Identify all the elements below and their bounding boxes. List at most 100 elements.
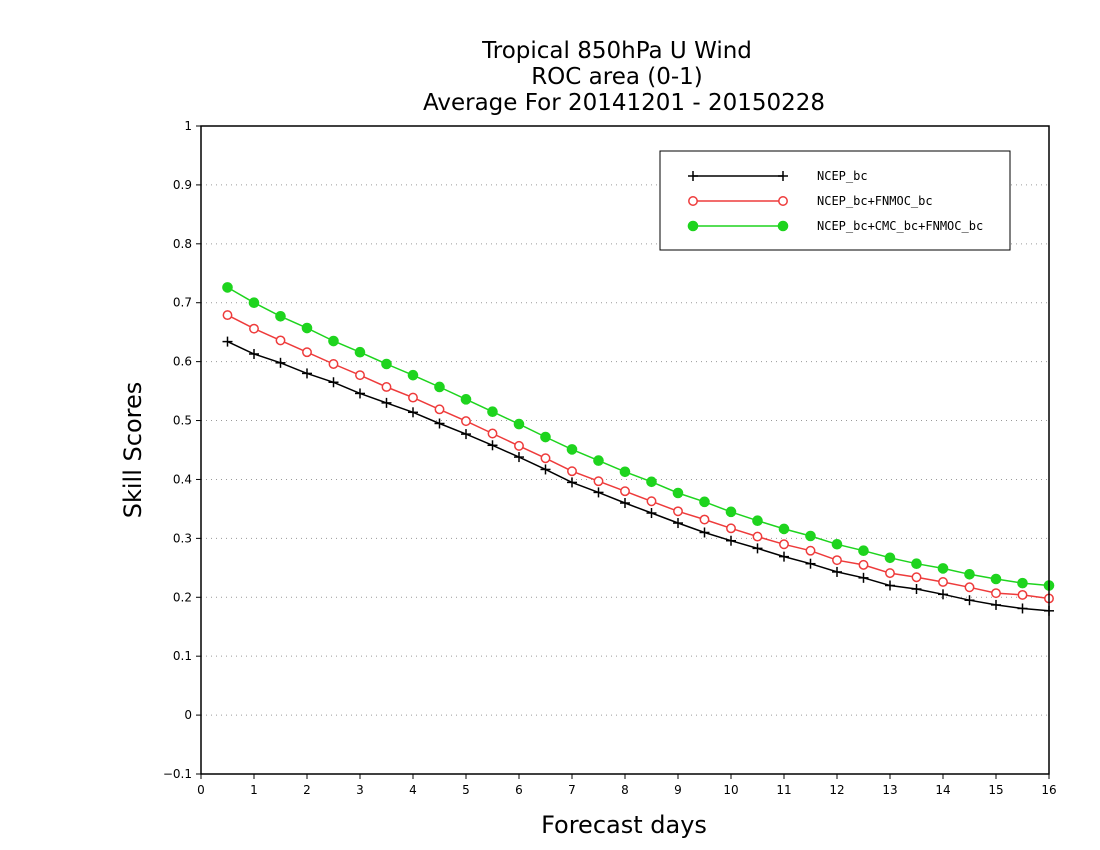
data-point [434, 404, 445, 415]
data-point [567, 477, 577, 488]
data-point [275, 310, 286, 322]
data-point [222, 310, 233, 321]
y-tick-label: 0 [184, 708, 192, 722]
legend-marker [688, 196, 698, 206]
data-point [991, 599, 1001, 610]
data-point [593, 487, 604, 498]
data-point [249, 323, 259, 334]
x-tick-label: 15 [988, 783, 1003, 797]
data-point [355, 388, 365, 399]
y-axis-label: Skill Scores [119, 382, 147, 519]
data-point [911, 584, 922, 595]
legend-label: NCEP_bc+CMC_bc+FNMOC_bc [817, 219, 983, 233]
legend-marker [778, 196, 788, 206]
x-tick-label: 5 [462, 783, 470, 797]
data-point [275, 357, 286, 368]
title-line-1: Tropical 850hPa U Wind [481, 38, 752, 64]
x-tick-label: 9 [674, 783, 682, 797]
data-point [328, 377, 339, 388]
title-line-3: Average For 20141201 - 20150228 [423, 90, 825, 116]
data-point [831, 538, 843, 550]
x-tick-label: 13 [882, 783, 897, 797]
y-tick-label: 1 [184, 119, 192, 133]
legend-label: NCEP_bc [817, 169, 868, 183]
data-point [699, 514, 710, 525]
x-tick-label: 8 [621, 783, 629, 797]
y-tick-label: 0.8 [173, 237, 192, 251]
legend-marker [778, 171, 788, 181]
title-line-2: ROC area (0-1) [531, 64, 703, 90]
data-point [699, 496, 710, 508]
series-3 [222, 282, 1055, 591]
data-point [779, 551, 789, 562]
data-point [752, 543, 763, 554]
series-line [227, 314, 1050, 600]
x-tick-label: 2 [303, 783, 311, 797]
data-point [381, 397, 392, 408]
y-tick-label: 0.2 [173, 590, 192, 604]
data-point [699, 527, 710, 538]
legend-marker [777, 220, 789, 232]
data-point [301, 322, 313, 334]
data-point [858, 559, 869, 570]
y-tick-label: 0.5 [173, 414, 192, 428]
data-point [646, 496, 657, 507]
x-tick-label: 10 [723, 783, 738, 797]
chart-title: Tropical 850hPa U Wind ROC area (0-1) Av… [423, 38, 825, 116]
x-tick-label: 14 [935, 783, 950, 797]
data-point [858, 545, 869, 557]
legend-marker [687, 220, 699, 232]
data-point [302, 368, 312, 379]
data-point [725, 506, 737, 518]
data-point [964, 582, 975, 593]
data-point [726, 523, 736, 534]
data-point [381, 358, 392, 370]
x-tick-label: 4 [409, 783, 417, 797]
data-point [964, 595, 975, 606]
data-point [752, 515, 763, 526]
legend-label: NCEP_bc+FNMOC_bc [817, 194, 933, 208]
data-point [461, 416, 471, 427]
data-point [911, 572, 922, 583]
y-tick-label: −0.1 [163, 767, 192, 781]
data-point [937, 563, 949, 574]
data-point [461, 429, 471, 440]
data-point [513, 418, 525, 430]
data-point [673, 506, 683, 517]
data-point [566, 444, 578, 455]
data-point [805, 545, 816, 556]
y-tick-label: 0.4 [173, 472, 192, 486]
x-tick-label: 0 [197, 783, 205, 797]
data-point [355, 370, 365, 381]
legend: NCEP_bc NCEP_bc+FNMOC_bc NCEP_bc+CMC_bc+FN… [659, 150, 1011, 251]
data-point [1017, 603, 1028, 614]
legend-entry-3: NCEP_bc+CMC_bc+FNMOC_bc [687, 219, 983, 233]
data-point [434, 418, 445, 429]
data-point [646, 476, 657, 488]
data-point [381, 382, 392, 392]
x-tick-label: 7 [568, 783, 576, 797]
data-point [408, 407, 418, 418]
y-tick-label: 0.7 [173, 296, 192, 310]
series-1 [222, 336, 1054, 616]
x-tick-label: 3 [356, 783, 364, 797]
data-point [619, 466, 631, 478]
data-point [514, 452, 524, 463]
data-point [460, 394, 472, 405]
data-point [885, 568, 895, 579]
x-tick-label: 16 [1041, 783, 1056, 797]
series-2 [222, 310, 1054, 604]
axis-ticks: −0.100.10.20.30.40.50.60.70.80.910 1 2 3 4 5 6… [163, 119, 1057, 797]
data-point [249, 348, 259, 359]
data-point [593, 455, 604, 466]
data-point [540, 453, 551, 464]
data-point [673, 518, 683, 529]
y-tick-label: 0.1 [173, 649, 192, 663]
data-point [487, 440, 498, 451]
data-point [779, 539, 789, 550]
legend-entry-2: NCEP_bc+FNMOC_bc [688, 194, 933, 208]
data-point [620, 486, 630, 497]
x-tick-label: 11 [776, 783, 791, 797]
data-point [222, 336, 233, 347]
